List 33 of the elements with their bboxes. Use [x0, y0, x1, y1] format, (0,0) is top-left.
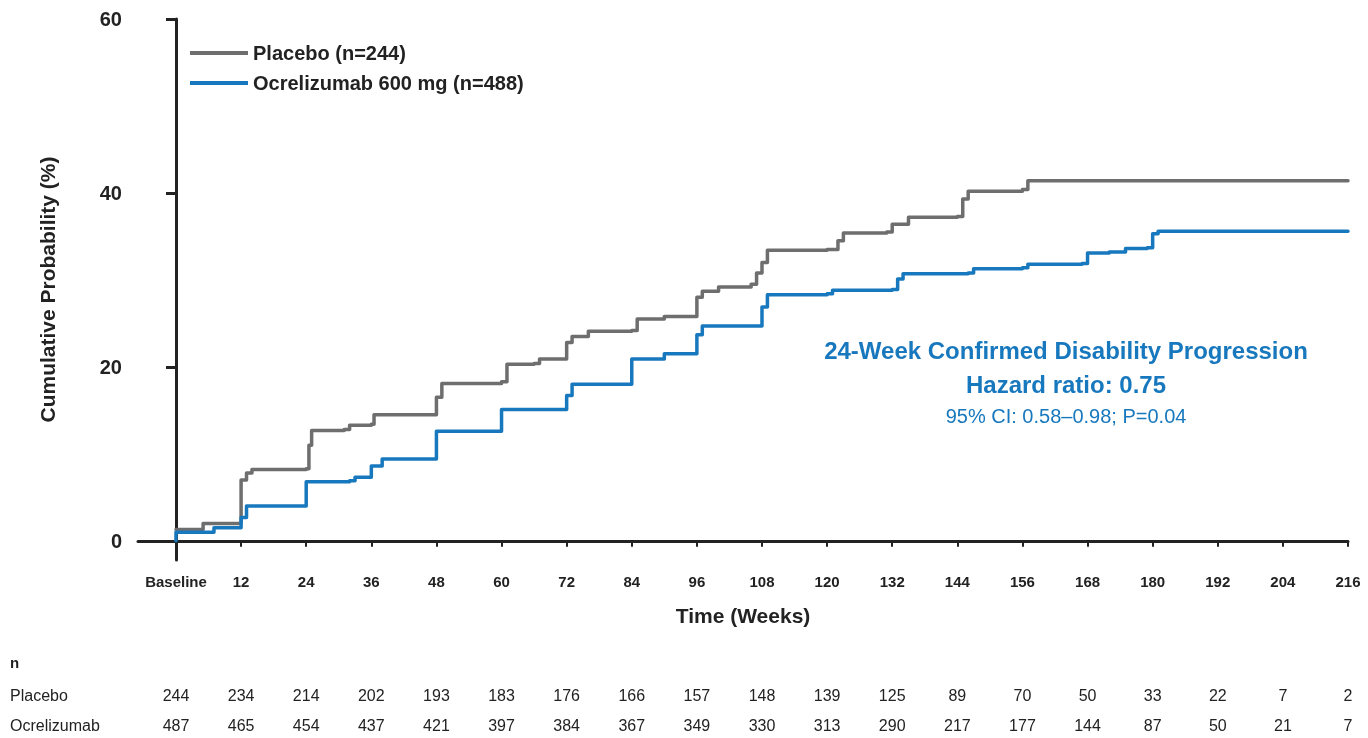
x-tick-label: 96 [688, 573, 706, 590]
x-tick-label: 72 [558, 573, 575, 590]
legend-label: Ocrelizumab 600 mg (n=488) [253, 72, 524, 94]
y-tick-label: 20 [99, 355, 122, 378]
y-tick-label: 40 [99, 181, 122, 204]
x-tick-label: 192 [1205, 573, 1231, 590]
text: n [10, 654, 20, 671]
text: Placebo 244 234 214 202 193 183 176 166 157 148 139 125 89 70 50 33 22 7 2 [10, 686, 1353, 704]
y-tick-label: 0 [110, 529, 122, 552]
x-tick-label: 132 [879, 573, 905, 590]
y-tick-label: 60 [99, 8, 122, 30]
x-tick-label: 120 [814, 573, 840, 590]
x-tick-label: 156 [1009, 573, 1035, 590]
x-tick-label: 204 [1270, 573, 1297, 590]
x-tick-label: 144 [944, 573, 971, 590]
x-axis-title: Time (Weeks) [675, 604, 811, 627]
annotation: 24-Week Confirmed Disability Progression [824, 336, 1308, 364]
annotation: Hazard ratio: 0.75 [965, 370, 1167, 398]
x-tick-label: 12 [232, 573, 250, 590]
x-tick-label: 84 [623, 573, 641, 590]
x-tick-label: 60 [493, 573, 510, 590]
x-tick-label: 108 [749, 573, 775, 590]
x-tick-label: 36 [362, 573, 380, 590]
legend-label: Placebo (n=244) [253, 42, 406, 64]
x-tick-label: 48 [428, 573, 445, 590]
annotation: 95% CI: 0.58–0.98; P=0.04 [945, 405, 1187, 427]
x-tick-label: 24 [297, 573, 316, 590]
text: Ocrelizumab 487 465 454 437 421 397 384 367 349 330 313 290 217 177 144 87 50 21 7 [10, 716, 1353, 734]
x-tick-label: 180 [1140, 573, 1166, 590]
y-axis-title: Cumulative Probability (%) [36, 156, 59, 423]
x-tick-label: 216 [1335, 573, 1361, 590]
x-tick-label: Baseline [145, 573, 207, 590]
x-tick-label: 168 [1075, 573, 1101, 590]
